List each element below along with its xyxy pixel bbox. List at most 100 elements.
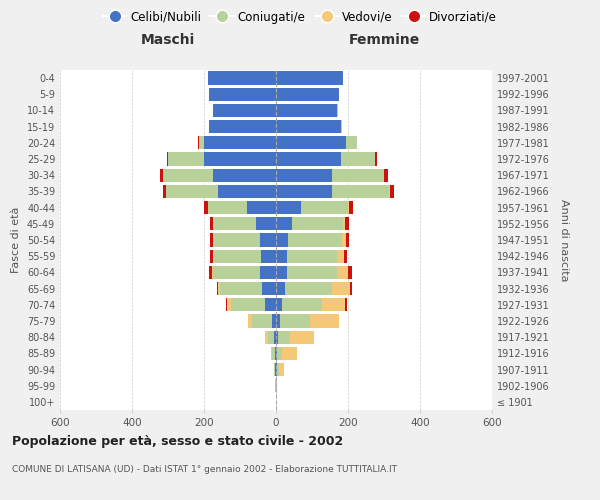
Bar bbox=[344, 250, 347, 263]
Bar bbox=[285, 282, 332, 295]
Bar bbox=[385, 168, 388, 182]
Bar bbox=[260, 234, 276, 246]
Bar bbox=[276, 330, 278, 344]
Bar bbox=[211, 250, 214, 263]
Bar bbox=[346, 136, 357, 149]
Bar bbox=[275, 346, 276, 360]
Bar bbox=[283, 298, 322, 312]
Bar bbox=[274, 363, 275, 376]
Bar bbox=[247, 201, 276, 214]
Bar bbox=[265, 298, 276, 312]
Bar bbox=[166, 185, 218, 198]
Bar bbox=[278, 330, 290, 344]
Bar bbox=[212, 266, 213, 279]
Bar bbox=[292, 217, 343, 230]
Bar bbox=[276, 72, 343, 85]
Bar bbox=[277, 363, 278, 376]
Bar bbox=[341, 120, 342, 134]
Text: COMUNE DI LATISANA (UD) - Dati ISTAT 1° gennaio 2002 - Elaborazione TUTTITALIA.I: COMUNE DI LATISANA (UD) - Dati ISTAT 1° … bbox=[12, 465, 397, 474]
Bar bbox=[265, 330, 268, 344]
Bar bbox=[274, 330, 276, 344]
Bar bbox=[283, 346, 297, 360]
Text: Femmine: Femmine bbox=[349, 34, 419, 48]
Bar bbox=[276, 298, 283, 312]
Bar bbox=[277, 346, 283, 360]
Bar bbox=[310, 314, 339, 328]
Bar bbox=[276, 201, 301, 214]
Bar bbox=[301, 201, 348, 214]
Bar bbox=[343, 217, 346, 230]
Bar bbox=[287, 250, 337, 263]
Bar bbox=[346, 217, 349, 230]
Bar bbox=[214, 250, 261, 263]
Bar bbox=[276, 136, 346, 149]
Bar bbox=[217, 282, 218, 295]
Bar bbox=[341, 234, 346, 246]
Y-axis label: Fasce di età: Fasce di età bbox=[11, 207, 21, 273]
Bar bbox=[210, 234, 212, 246]
Bar bbox=[213, 266, 260, 279]
Bar bbox=[276, 152, 341, 166]
Bar bbox=[341, 152, 375, 166]
Text: Popolazione per età, sesso e stato civile - 2002: Popolazione per età, sesso e stato civil… bbox=[12, 435, 343, 448]
Text: Maschi: Maschi bbox=[141, 34, 195, 48]
Bar bbox=[349, 201, 353, 214]
Bar bbox=[220, 282, 262, 295]
Bar bbox=[256, 217, 276, 230]
Bar bbox=[248, 314, 252, 328]
Bar bbox=[346, 298, 347, 312]
Bar bbox=[167, 152, 168, 166]
Bar bbox=[213, 234, 260, 246]
Bar bbox=[287, 234, 341, 246]
Bar bbox=[163, 168, 213, 182]
Bar bbox=[260, 266, 276, 279]
Bar bbox=[322, 298, 346, 312]
Bar bbox=[208, 201, 247, 214]
Bar bbox=[276, 234, 287, 246]
Bar bbox=[204, 152, 276, 166]
Bar bbox=[218, 185, 276, 198]
Bar bbox=[213, 217, 256, 230]
Bar bbox=[287, 266, 337, 279]
Bar bbox=[204, 136, 276, 149]
Bar bbox=[332, 168, 384, 182]
Bar bbox=[209, 266, 212, 279]
Bar bbox=[276, 185, 332, 198]
Bar bbox=[218, 282, 220, 295]
Bar bbox=[268, 330, 274, 344]
Bar bbox=[231, 298, 265, 312]
Bar bbox=[276, 104, 337, 117]
Bar bbox=[252, 314, 272, 328]
Bar bbox=[346, 234, 349, 246]
Bar bbox=[199, 136, 204, 149]
Bar bbox=[276, 363, 277, 376]
Bar bbox=[213, 104, 276, 117]
Bar bbox=[209, 120, 276, 134]
Bar bbox=[160, 168, 163, 182]
Bar bbox=[348, 266, 352, 279]
Bar bbox=[290, 330, 314, 344]
Bar bbox=[226, 298, 227, 312]
Bar bbox=[332, 282, 350, 295]
Bar bbox=[376, 152, 377, 166]
Bar bbox=[276, 282, 285, 295]
Bar bbox=[390, 185, 394, 198]
Bar bbox=[213, 168, 276, 182]
Bar bbox=[348, 201, 349, 214]
Bar bbox=[208, 72, 276, 85]
Bar bbox=[276, 120, 341, 134]
Bar bbox=[276, 346, 277, 360]
Bar bbox=[276, 250, 287, 263]
Bar bbox=[210, 217, 212, 230]
Bar bbox=[261, 250, 276, 263]
Legend: Celibi/Nubili, Coniugati/e, Vedovi/e, Divorziati/e: Celibi/Nubili, Coniugati/e, Vedovi/e, Di… bbox=[98, 6, 502, 28]
Bar bbox=[163, 185, 166, 198]
Bar bbox=[204, 201, 208, 214]
Bar bbox=[272, 314, 276, 328]
Bar bbox=[209, 88, 276, 101]
Bar bbox=[276, 217, 292, 230]
Bar bbox=[278, 363, 284, 376]
Bar bbox=[272, 346, 275, 360]
Bar bbox=[227, 298, 231, 312]
Bar bbox=[271, 346, 272, 360]
